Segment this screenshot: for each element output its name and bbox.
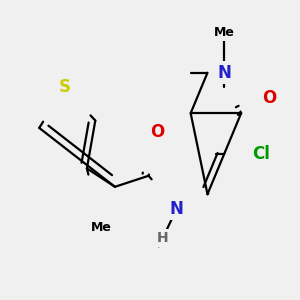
- Text: O: O: [150, 123, 164, 141]
- Text: Me: Me: [214, 26, 235, 39]
- Text: H: H: [157, 231, 168, 245]
- Text: Cl: Cl: [252, 145, 270, 163]
- Text: S: S: [58, 78, 70, 96]
- Text: N: N: [170, 200, 184, 218]
- Text: Me: Me: [91, 221, 111, 234]
- Text: O: O: [262, 89, 276, 107]
- Text: N: N: [218, 64, 231, 82]
